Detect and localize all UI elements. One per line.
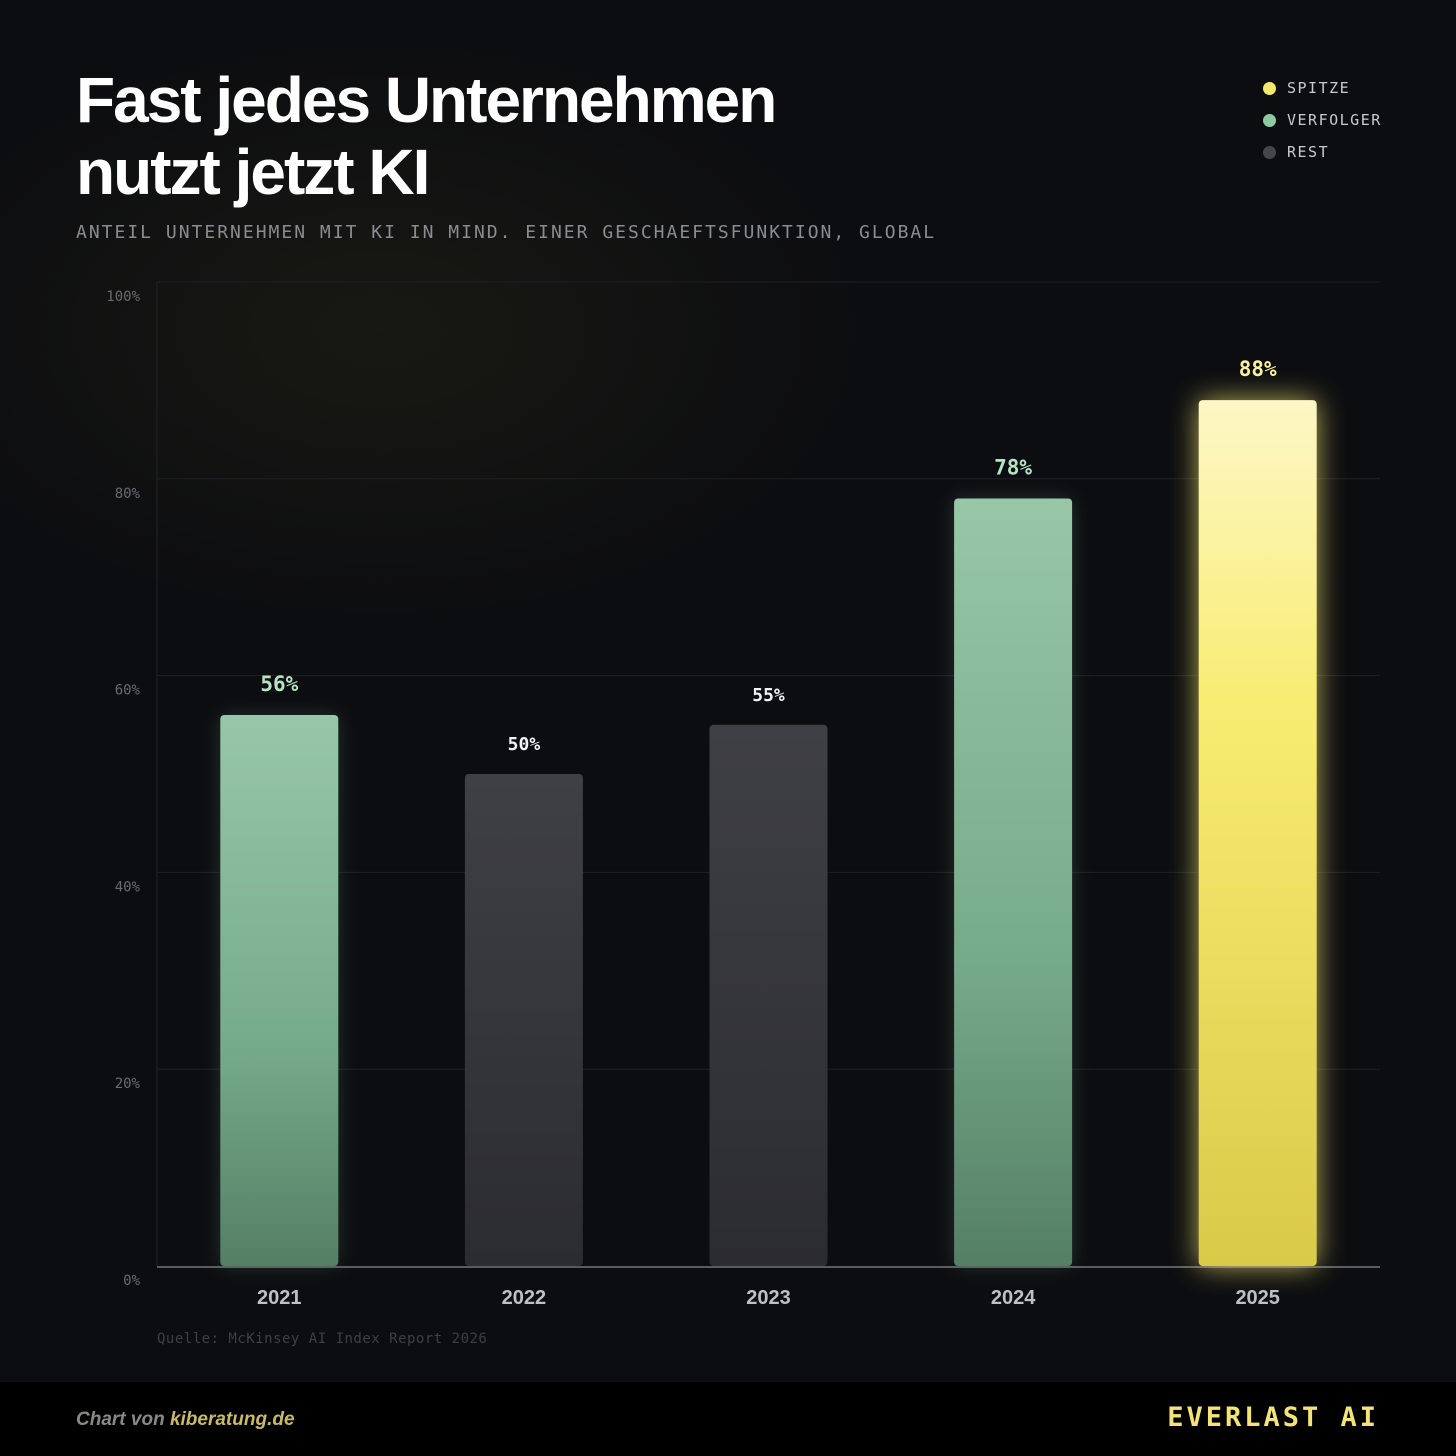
legend-item-rest: REST bbox=[1263, 136, 1382, 168]
footer bbox=[0, 1382, 1456, 1456]
x-tick-label-2025: 2025 bbox=[1235, 1287, 1280, 1309]
x-tick-label-2022: 2022 bbox=[502, 1287, 547, 1309]
legend-item-spitze: SPITZE bbox=[1263, 72, 1382, 104]
credit-link[interactable]: kiberatung.de bbox=[169, 1409, 295, 1430]
x-axis-ticks: 2021 2022 2023 2024 2025 bbox=[257, 1287, 1280, 1309]
credit-prefix: Chart von bbox=[76, 1409, 170, 1430]
y-tick-label: 100% bbox=[106, 289, 140, 305]
y-tick-label: 40% bbox=[115, 879, 141, 895]
value-label-2022: 50% bbox=[508, 734, 541, 755]
bar-2022 bbox=[464, 774, 583, 1266]
x-tick-label-2024: 2024 bbox=[991, 1287, 1036, 1309]
legend-dot-verfolger-icon bbox=[1263, 113, 1276, 127]
y-tick-label: 20% bbox=[115, 1076, 141, 1092]
value-label-2021: 56% bbox=[260, 672, 298, 696]
y-axis-ticks: 0% 20% 40% 60% 80% 100% bbox=[106, 289, 140, 1289]
bar-chart: 0%20%40%60%80%100% 56%50%55%78%88% 2021 2… bbox=[106, 281, 1380, 1309]
legend: SPITZE VERFOLGER REST bbox=[1263, 72, 1382, 168]
legend-label-rest: REST bbox=[1287, 143, 1330, 161]
bar-2023 bbox=[709, 724, 828, 1266]
y-tick-label: 0% bbox=[123, 1273, 140, 1289]
value-label-2025: 88% bbox=[1239, 357, 1277, 381]
title-line-2: nutzt jetzt KI bbox=[76, 136, 430, 208]
chart-title: Fast jedes Unternehmen nutzt jetzt KI bbox=[76, 64, 976, 208]
x-tick-label-2021: 2021 bbox=[257, 1287, 302, 1309]
credit: Chart von kiberatung.de bbox=[76, 1409, 295, 1431]
x-tick-label-2023: 2023 bbox=[746, 1287, 791, 1309]
legend-dot-rest-icon bbox=[1263, 145, 1276, 159]
y-tick-label: 60% bbox=[115, 683, 141, 699]
bar-2021 bbox=[220, 714, 339, 1266]
title-line-1: Fast jedes Unternehmen bbox=[76, 64, 777, 136]
source-note: Quelle: McKinsey AI Index Report 2026 bbox=[157, 1331, 488, 1347]
chart-subtitle: ANTEIL UNTERNEHMEN MIT KI IN MIND. EINER… bbox=[76, 222, 937, 243]
y-tick-label: 80% bbox=[115, 486, 141, 502]
legend-label-verfolger: VERFOLGER bbox=[1287, 111, 1382, 129]
bar-2025 bbox=[1198, 400, 1317, 1267]
legend-item-verfolger: VERFOLGER bbox=[1263, 104, 1382, 136]
legend-dot-spitze-icon bbox=[1263, 81, 1276, 95]
bar-2024 bbox=[954, 498, 1073, 1267]
legend-label-spitze: SPITZE bbox=[1287, 79, 1351, 97]
value-label-2024: 78% bbox=[994, 455, 1032, 479]
bars: 56% 50% 55% 78% 88% bbox=[220, 357, 1317, 1267]
value-label-2023: 55% bbox=[752, 685, 785, 706]
brand-logo: EVERLAST AI bbox=[1167, 1402, 1379, 1433]
